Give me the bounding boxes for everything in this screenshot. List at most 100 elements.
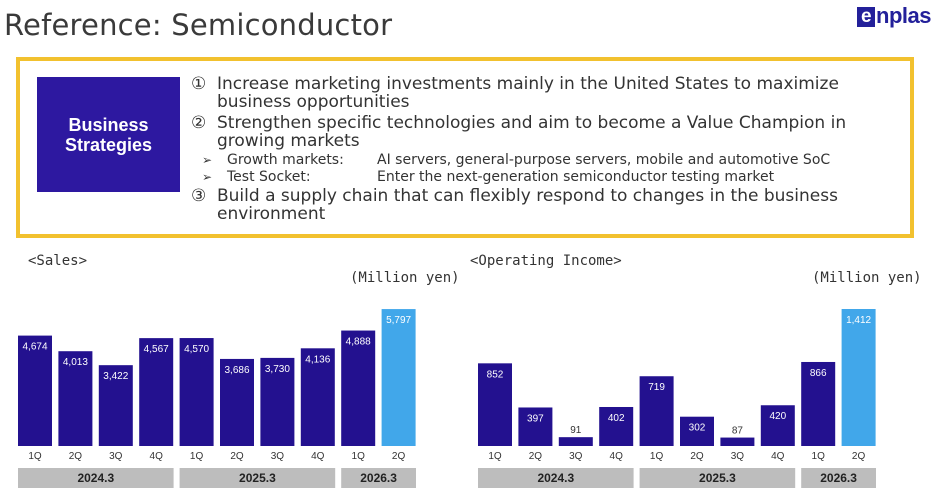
sales-value-label: 4,570 xyxy=(184,344,209,355)
income-tick-label: 3Q xyxy=(569,451,583,462)
strategy-subitem-socket: ➢ Test Socket: Enter the next-generation … xyxy=(191,170,911,185)
sales-bar xyxy=(341,330,376,446)
income-year-band xyxy=(801,468,876,488)
strategy-item-3: ③ Build a supply chain that can flexibly… xyxy=(191,187,911,223)
income-bar xyxy=(801,361,836,446)
arrow-bullet-icon: ➢ xyxy=(202,153,213,167)
sales-year-label: 2024.3 xyxy=(77,471,114,485)
sales-tick-label: 3Q xyxy=(271,451,285,462)
subitem-text: Enter the next-generation semiconductor … xyxy=(377,169,775,185)
income-tick-label: 4Q xyxy=(771,451,785,462)
operating-income-bar-chart: 852 1Q 397 2Q 91 3Q 402 4Q 719 1Q 302 2Q 87 3Q 420 4Q 86… xyxy=(478,309,876,488)
income-chart-unit: (Million yen) xyxy=(812,270,922,286)
strategy-item-2: ② Strengthen specific technologies and a… xyxy=(191,114,911,150)
strategy-label-line2: Strategies xyxy=(64,134,153,155)
subitem-term: Test Socket: xyxy=(227,169,311,185)
income-year-band xyxy=(478,468,634,488)
income-value-label: 866 xyxy=(810,368,827,379)
sales-value-label: 4,888 xyxy=(346,337,371,348)
strategy-item-3-text: Build a supply chain that can flexibly r… xyxy=(217,186,838,224)
sales-value-label: 3,686 xyxy=(224,365,249,376)
sales-value-label: 3,730 xyxy=(265,364,290,375)
income-tick-label: 1Q xyxy=(488,451,502,462)
strategy-item-1-text: Increase marketing investments mainly in… xyxy=(217,74,839,112)
arrow-bullet-icon: ➢ xyxy=(202,170,213,184)
strategy-item-1-number: ① xyxy=(191,74,207,94)
sales-year-label: 2025.3 xyxy=(239,471,276,485)
sales-bar xyxy=(98,365,133,446)
income-tick-label: 2Q xyxy=(690,451,704,462)
sales-bar xyxy=(381,309,416,446)
income-value-label: 719 xyxy=(648,382,665,393)
income-value-label: 302 xyxy=(689,423,706,434)
strategy-item-3-number: ③ xyxy=(191,186,207,206)
income-tick-label: 2Q xyxy=(852,451,866,462)
sales-tick-label: 1Q xyxy=(28,451,42,462)
income-bar xyxy=(760,405,795,446)
subitem-text: AI servers, general-purpose servers, mob… xyxy=(377,152,831,168)
strategy-subitem-growth: ➢ Growth markets: AI servers, general-pur… xyxy=(191,153,911,168)
sales-bar xyxy=(179,338,214,446)
income-bar xyxy=(599,406,634,446)
sales-tick-label: 1Q xyxy=(190,451,204,462)
sales-bar xyxy=(58,351,93,446)
income-value-label: 91 xyxy=(570,425,582,436)
sales-year-band xyxy=(18,468,174,488)
strategy-box: Business Strategies ① Increase marketing… xyxy=(16,57,914,238)
strategy-label-line1: Business xyxy=(68,114,149,135)
income-value-label: 397 xyxy=(527,413,544,424)
sales-tick-label: 4Q xyxy=(150,451,164,462)
sales-bar xyxy=(18,335,52,446)
income-bar xyxy=(518,407,553,446)
strategy-list: ① Increase marketing investments mainly … xyxy=(191,75,911,226)
page-title: Reference: Semiconductor xyxy=(4,8,393,42)
income-tick-label: 1Q xyxy=(812,451,826,462)
income-bar xyxy=(639,376,674,446)
sales-tick-label: 1Q xyxy=(352,451,366,462)
sales-bar xyxy=(260,357,295,446)
sales-year-band xyxy=(179,468,336,488)
income-bar xyxy=(720,437,755,446)
sales-value-label: 4,674 xyxy=(22,342,47,353)
sales-bar xyxy=(139,338,174,446)
income-value-label: 420 xyxy=(769,411,786,422)
sales-tick-label: 2Q xyxy=(230,451,244,462)
income-tick-label: 1Q xyxy=(650,451,664,462)
income-year-label: 2025.3 xyxy=(699,471,736,485)
sales-value-label: 4,136 xyxy=(305,354,330,365)
income-year-label: 2024.3 xyxy=(537,471,574,485)
strategy-label: Business Strategies xyxy=(37,77,180,192)
sales-value-label: 5,797 xyxy=(386,315,411,326)
sales-value-label: 4,013 xyxy=(63,357,88,368)
sales-year-label: 2026.3 xyxy=(360,471,397,485)
income-year-band xyxy=(639,468,796,488)
strategy-item-1: ① Increase marketing investments mainly … xyxy=(191,75,911,111)
subitem-term: Growth markets: xyxy=(227,152,344,168)
income-year-label: 2026.3 xyxy=(820,471,857,485)
income-tick-label: 2Q xyxy=(529,451,543,462)
income-chart-title: <Operating Income> xyxy=(470,253,622,269)
income-value-label: 1,412 xyxy=(846,315,871,326)
income-value-label: 87 xyxy=(732,426,744,437)
income-tick-label: 4Q xyxy=(610,451,624,462)
sales-tick-label: 3Q xyxy=(109,451,123,462)
sales-year-band xyxy=(341,468,416,488)
income-bar xyxy=(680,416,714,446)
sales-bar xyxy=(220,358,254,446)
sales-chart-unit: (Million yen) xyxy=(350,270,460,286)
sales-chart-title: <Sales> xyxy=(28,253,88,269)
income-value-label: 852 xyxy=(487,369,504,380)
company-logo: e nplas xyxy=(857,3,931,29)
sales-bar xyxy=(300,348,335,446)
income-value-label: 402 xyxy=(608,413,625,424)
income-bar xyxy=(478,363,512,446)
strategy-item-2-text: Strengthen specific technologies and aim… xyxy=(217,113,847,151)
sales-bar-chart: 4,674 1Q 4,013 2Q 3,422 3Q 4,567 4Q 4,570 1Q 3,686… xyxy=(18,309,416,488)
sales-tick-label: 4Q xyxy=(311,451,325,462)
sales-tick-label: 2Q xyxy=(392,451,406,462)
strategy-item-2-number: ② xyxy=(191,113,207,133)
income-bar xyxy=(841,309,876,446)
sales-value-label: 4,567 xyxy=(144,344,169,355)
sales-value-label: 3,422 xyxy=(103,371,128,382)
income-bar xyxy=(558,437,593,446)
